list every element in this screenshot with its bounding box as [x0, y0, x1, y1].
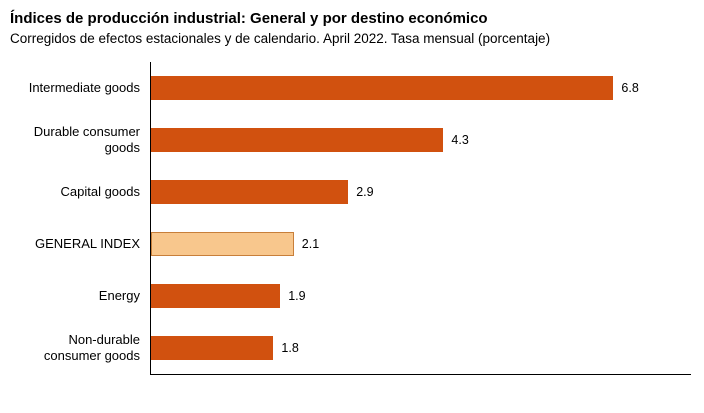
bar-chart: Intermediate goods 6.8 Durable consumer go…	[10, 61, 694, 374]
category-label: Intermediate goods	[28, 79, 140, 95]
value-label: 6.8	[621, 80, 639, 95]
chart-row: Capital goods 2.9	[10, 165, 694, 218]
chart-title: Índices de producción industrial: Genera…	[10, 10, 488, 27]
value-label: 2.9	[356, 184, 374, 199]
chart-row: GENERAL INDEX 2.1	[10, 217, 694, 270]
plot-cell: 1.9	[150, 269, 694, 322]
value-label: 2.1	[301, 236, 320, 251]
bar	[151, 283, 281, 308]
plot-cell: 2.9	[150, 165, 694, 218]
chart-row: Intermediate goods 6.8	[10, 61, 694, 114]
value-label: 1.8	[281, 340, 299, 355]
chart-row: Durable consumer goods 4.3	[10, 113, 694, 166]
bar	[151, 75, 614, 100]
value-label: 4.3	[451, 132, 469, 147]
plot-area: Intermediate goods 6.8 Durable consumer go…	[10, 61, 694, 374]
category-label: Durable consumer goods	[33, 123, 140, 155]
plot-cell: 6.8	[150, 61, 694, 114]
chart-row: Energy 1.9	[10, 269, 694, 322]
value-label: 1.9	[288, 288, 306, 303]
plot-cell: 2.1	[150, 217, 694, 270]
category-label: Capital goods	[60, 183, 141, 199]
category-label: Energy	[98, 287, 140, 303]
bar	[151, 179, 349, 204]
plot-cell: 1.8	[150, 321, 694, 374]
category-label: Non-durable consumer goods	[43, 331, 140, 363]
bar	[151, 127, 444, 152]
chart-row: Non-durable consumer goods 1.8	[10, 321, 694, 374]
chart-subtitle: Corregidos de efectos estacionales y de …	[10, 30, 551, 46]
plot-cell: 4.3	[150, 113, 694, 166]
x-axis-line	[150, 373, 691, 389]
bar	[151, 335, 274, 360]
general-index-bar	[151, 231, 294, 256]
category-label: GENERAL INDEX	[35, 235, 140, 251]
